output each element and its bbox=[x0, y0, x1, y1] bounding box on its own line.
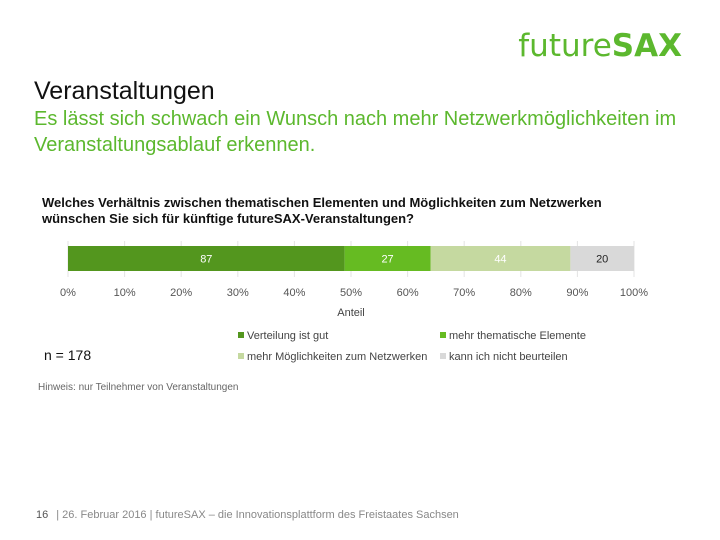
x-tick-label: 30% bbox=[227, 287, 249, 299]
x-tick-label: 50% bbox=[340, 287, 362, 299]
logo-text-bold: SAX bbox=[611, 28, 682, 64]
x-tick-label: 0% bbox=[60, 287, 76, 299]
legend-item: Verteilung ist gut bbox=[238, 330, 328, 342]
legend-label: mehr Möglichkeiten zum Netzwerken bbox=[247, 351, 428, 363]
legend-swatch bbox=[440, 332, 446, 339]
data-label: 20 bbox=[596, 254, 608, 266]
page-number: 16 bbox=[36, 509, 49, 521]
legend-label: Verteilung ist gut bbox=[247, 330, 329, 342]
sample-size: n = 178 bbox=[44, 347, 92, 363]
x-tick-label: 40% bbox=[283, 287, 305, 299]
legend-swatch bbox=[238, 332, 244, 339]
x-tick-label: 70% bbox=[453, 287, 475, 299]
bar-segment bbox=[430, 246, 571, 271]
survey-question: Welches Verhältnis zwischen thematischen… bbox=[42, 195, 602, 226]
data-label: 27 bbox=[381, 254, 393, 266]
legend-label: kann ich nicht beurteilen bbox=[449, 351, 568, 363]
note-text: Hinweis: nur Teilnehmer von Veranstaltun… bbox=[38, 382, 239, 393]
legend-item: kann ich nicht beurteilen bbox=[440, 351, 568, 363]
footer: 16 | 26. Februar 2016 | futureSAX – die I… bbox=[36, 509, 459, 521]
bar-segment bbox=[344, 246, 431, 271]
x-tick-label: 80% bbox=[510, 287, 532, 299]
x-tick-label: 60% bbox=[397, 287, 419, 299]
bar-segment bbox=[68, 246, 345, 271]
bar-segment bbox=[570, 246, 634, 271]
legend-item: mehr thematische Elemente bbox=[440, 330, 586, 342]
legend-label: mehr thematische Elemente bbox=[449, 330, 586, 342]
footer-text: | 26. Februar 2016 | futureSAX – die Inn… bbox=[56, 509, 459, 521]
legend-swatch bbox=[440, 353, 446, 360]
x-tick-label: 20% bbox=[170, 287, 192, 299]
logo-text-light: future bbox=[518, 28, 612, 64]
futuresax-logo: futureSAX bbox=[518, 28, 682, 64]
x-tick-label: 100% bbox=[620, 287, 648, 299]
slide-subtitle: Es lässt sich schwach ein Wunsch nach me… bbox=[34, 108, 677, 156]
data-label: 87 bbox=[200, 254, 212, 266]
legend-swatch bbox=[238, 353, 244, 360]
stacked-bar-chart: 0% 10% 20% 30% 40% 50% 60% 70% 80% 90% 100% 87 27 44 2… bbox=[60, 241, 648, 319]
x-tick-label: 90% bbox=[566, 287, 588, 299]
data-label: 44 bbox=[494, 254, 506, 266]
legend-item: mehr Möglichkeiten zum Netzwerken bbox=[238, 351, 427, 363]
x-axis-label: Anteil bbox=[337, 307, 365, 319]
x-tick-label: 10% bbox=[114, 287, 136, 299]
slide-title: Veranstaltungen bbox=[34, 77, 215, 105]
